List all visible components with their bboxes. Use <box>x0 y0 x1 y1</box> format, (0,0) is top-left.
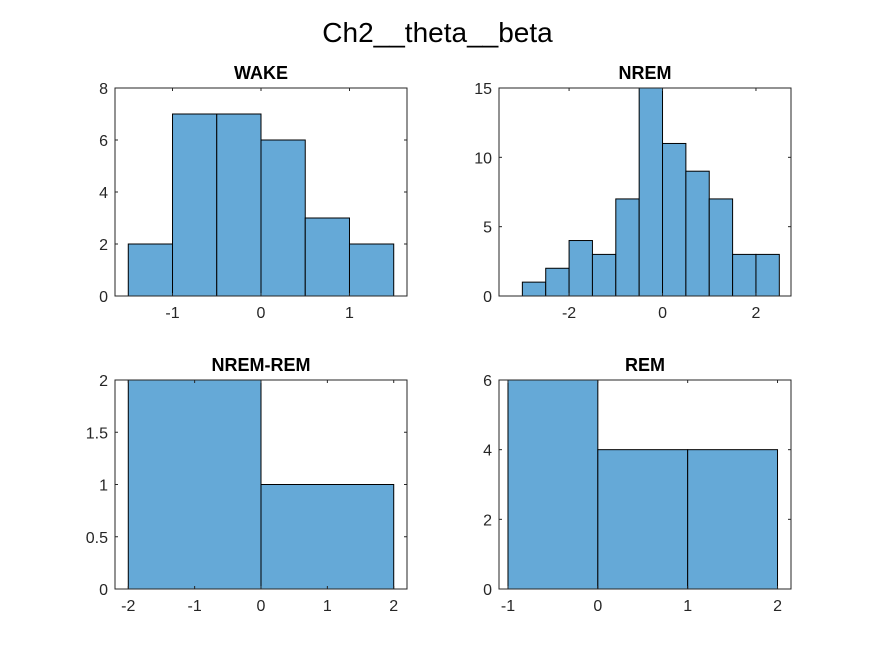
nrem-bar-11 <box>755 253 780 297</box>
rem-bar-3 <box>687 449 779 590</box>
nrem-axes-box <box>498 87 792 297</box>
nrem-rem-bar-1 <box>127 379 262 590</box>
nrem-rem-xtick-label: -1 <box>188 598 202 615</box>
nrem-rem-ytick-label: 1 <box>99 478 108 495</box>
nrem-bar-2 <box>545 267 570 297</box>
rem-xtick-label: 2 <box>773 598 782 615</box>
nrem-rem-title: NREM-REM <box>212 355 311 375</box>
subplot-nrem-rem: -2 -1 0 1 2 0 0.5 1 1.5 2 NREM-REM <box>86 355 408 615</box>
nrem-xtick-label: -2 <box>562 305 576 322</box>
nrem-rem-ytick-label: 1.5 <box>86 425 108 442</box>
nrem-rem-xtick-label: 2 <box>389 598 398 615</box>
nrem-bar-5 <box>615 198 640 297</box>
nrem-rem-ytick-label: 0.5 <box>86 530 108 547</box>
wake-title: WAKE <box>234 63 288 83</box>
wake-bar-1 <box>127 243 174 297</box>
wake-bar-6 <box>348 243 395 297</box>
rem-xtick-label: 1 <box>683 598 692 615</box>
rem-ytick-label: 2 <box>483 512 492 529</box>
wake-bar-2 <box>172 113 218 297</box>
wake-xtick-label: -1 <box>165 305 179 322</box>
wake-xtick-label: 1 <box>345 305 354 322</box>
nrem-bar-1 <box>521 281 547 297</box>
rem-bar-2 <box>597 449 689 590</box>
wake-bar-4 <box>260 139 306 297</box>
nrem-ytick-label: 15 <box>474 81 492 98</box>
nrem-ytick-label: 0 <box>483 289 492 306</box>
nrem-rem-ytick-label: 0 <box>99 582 108 599</box>
nrem-bar-7 <box>662 142 687 297</box>
nrem-ytick-label: 5 <box>483 220 492 237</box>
nrem-xtick-label: 0 <box>658 305 667 322</box>
rem-ytick-label: 0 <box>483 582 492 599</box>
nrem-title: NREM <box>619 63 672 83</box>
wake-bar-5 <box>304 217 350 297</box>
nrem-bar-6 <box>638 87 664 297</box>
nrem-ytick-label: 10 <box>474 150 492 167</box>
nrem-rem-xtick-label: 0 <box>257 598 266 615</box>
subplot-rem: -1 0 1 2 0 2 4 6 REM <box>483 355 792 615</box>
wake-bar-3 <box>216 113 262 297</box>
wake-ytick-label: 2 <box>99 237 108 254</box>
subplot-nrem: -2 0 2 0 5 10 15 NREM <box>474 63 792 322</box>
rem-bar-1 <box>507 379 599 590</box>
nrem-bar-4 <box>591 253 617 297</box>
nrem-rem-xtick-label: -2 <box>121 598 135 615</box>
wake-ytick-label: 8 <box>99 81 108 98</box>
nrem-bar-8 <box>685 170 710 297</box>
nrem-rem-bar-2 <box>260 484 395 590</box>
nrem-bar-3 <box>568 240 593 297</box>
nrem-xtick-label: 2 <box>752 305 761 322</box>
wake-ytick-label: 0 <box>99 289 108 306</box>
wake-xtick-label: 0 <box>257 305 266 322</box>
rem-ytick-label: 6 <box>483 373 492 390</box>
wake-ytick-label: 6 <box>99 133 108 150</box>
nrem-rem-xtick-label: 1 <box>323 598 332 615</box>
subplot-wake: -1 0 1 0 2 4 6 8 WAKE <box>99 63 408 322</box>
nrem-bar-9 <box>708 198 734 297</box>
figure-title: Ch2__theta__beta <box>322 17 553 48</box>
rem-xtick-label: 0 <box>593 598 602 615</box>
rem-title: REM <box>625 355 665 375</box>
nrem-rem-ytick-label: 2 <box>99 373 108 390</box>
rem-ytick-label: 4 <box>483 443 492 460</box>
rem-xtick-label: -1 <box>501 598 515 615</box>
rem-axes-box <box>498 379 792 590</box>
wake-ytick-label: 4 <box>99 185 108 202</box>
nrem-bar-10 <box>732 253 757 297</box>
